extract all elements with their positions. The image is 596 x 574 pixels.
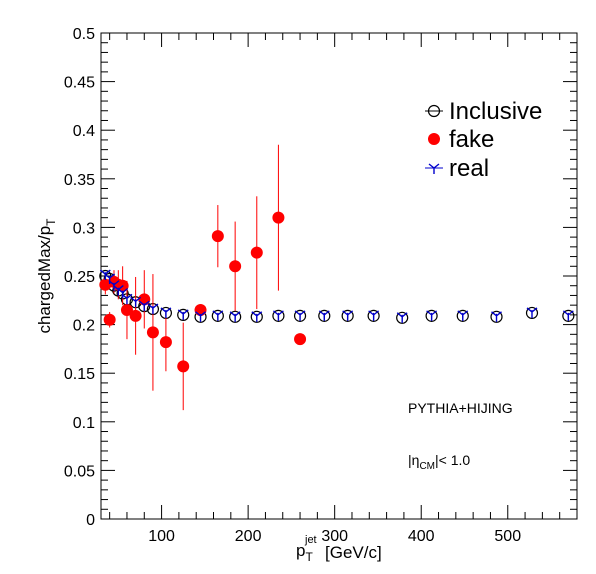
- data-point: [318, 309, 331, 322]
- y-axis-label: chargedMax/pT: [35, 218, 58, 334]
- data-point: [272, 309, 285, 322]
- data-point: [177, 308, 190, 321]
- data-point: [120, 304, 133, 317]
- eta-cut-post: |< 1.0: [435, 452, 470, 468]
- data-point: [342, 310, 354, 321]
- data-point: [147, 303, 159, 315]
- y-axis-ticks: 0 0.05 0.1 0.15 0.2 0.25 0.3 0.35 0.4 0.45 0.5: [64, 26, 577, 529]
- y-tick-label: 0.2: [73, 318, 95, 335]
- series-layer: [99, 144, 575, 411]
- data-point: [526, 307, 538, 318]
- open-circle-marker-icon: [427, 104, 441, 118]
- data-point: [229, 310, 242, 323]
- y-tick-label: 0.05: [64, 463, 95, 480]
- x-axis-label-sub: T: [305, 550, 313, 564]
- data-point: [562, 310, 574, 321]
- generator-annotation: PYTHIA+HIJING: [408, 400, 513, 416]
- data-point: [293, 309, 307, 322]
- x-axis-label-sup: jet: [304, 534, 317, 546]
- data-point: [456, 309, 469, 322]
- x-tick-label: 200: [235, 528, 262, 545]
- x-tick-label: 500: [494, 528, 521, 545]
- legend-entry-fake: fake: [428, 126, 494, 153]
- data-point: [318, 310, 330, 321]
- data-point: [426, 310, 438, 321]
- data-point: [250, 246, 263, 259]
- data-point: [212, 310, 224, 321]
- eta-cut-sub: CM: [419, 461, 435, 472]
- data-point: [294, 333, 307, 346]
- y-tick-label: 0.1: [73, 415, 95, 432]
- data-point: [159, 336, 172, 349]
- data-point: [211, 230, 224, 243]
- legend-label-inclusive: Inclusive: [449, 98, 542, 125]
- data-point: [121, 293, 133, 305]
- data-point: [250, 310, 263, 323]
- x-axis-label-unit: [GeV/c]: [325, 543, 382, 562]
- data-point: [229, 260, 242, 273]
- legend: Inclusive fake real: [425, 98, 542, 182]
- data-point: [525, 306, 539, 320]
- data-point: [229, 311, 241, 322]
- x-axis-ticks: 100 200 300 400 500: [109, 33, 578, 545]
- y-tick-label: 0.5: [73, 26, 95, 43]
- x-axis-label-main: p: [296, 541, 305, 560]
- data-point: [457, 310, 469, 321]
- tri-star-marker-icon: [428, 163, 440, 174]
- data-point: [368, 310, 380, 321]
- data-point: [103, 313, 116, 326]
- legend-entry-real: real: [425, 155, 489, 182]
- data-point: [294, 310, 306, 321]
- data-point: [367, 309, 380, 322]
- data-point: [129, 309, 142, 322]
- data-point: [146, 326, 159, 339]
- data-point: [562, 309, 575, 322]
- legend-entry-inclusive: Inclusive: [425, 98, 542, 125]
- x-tick-label: 100: [148, 528, 175, 545]
- y-tick-label: 0.3: [73, 220, 95, 237]
- data-point: [211, 309, 224, 322]
- data-point: [272, 211, 285, 224]
- data-point: [177, 360, 190, 373]
- data-point: [425, 309, 438, 322]
- y-tick-label: 0.15: [64, 366, 95, 383]
- eta-cut-annotation: |ηCM|< 1.0: [408, 452, 470, 472]
- eta-cut-pre: |η: [408, 452, 419, 468]
- legend-label-fake: fake: [449, 126, 494, 153]
- y-axis-label-sub: T: [44, 218, 58, 226]
- filled-circle-marker-icon: [428, 133, 440, 145]
- x-tick-label: 400: [408, 528, 435, 545]
- data-point: [341, 309, 354, 322]
- y-tick-label: 0.35: [64, 172, 95, 189]
- data-point: [138, 300, 150, 312]
- series-real: [99, 269, 574, 323]
- data-point: [396, 312, 408, 323]
- data-point: [272, 310, 284, 321]
- x-axis-label: pT: [296, 541, 313, 564]
- y-tick-label: 0: [86, 512, 95, 529]
- data-point: [195, 311, 206, 322]
- data-point: [491, 311, 502, 322]
- legend-label-real: real: [449, 155, 489, 182]
- y-axis-label-main: chargedMax/p: [35, 226, 54, 334]
- data-point: [130, 296, 142, 308]
- data-point: [251, 311, 263, 322]
- x-tick-label: 300: [321, 528, 348, 545]
- y-tick-label: 0.25: [64, 269, 95, 286]
- data-point: [490, 310, 503, 323]
- data-point: [177, 309, 189, 320]
- data-point: [396, 311, 409, 324]
- y-tick-label: 0.45: [64, 75, 95, 92]
- data-point: [160, 307, 172, 318]
- y-tick-label: 0.4: [73, 123, 95, 140]
